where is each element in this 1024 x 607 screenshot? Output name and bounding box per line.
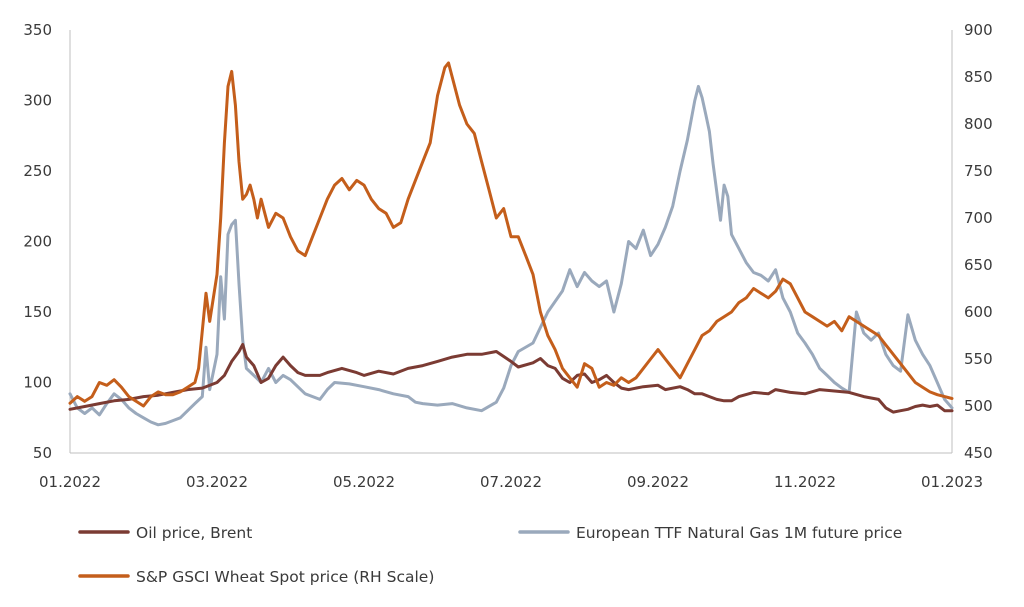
legend-label: Oil price, Brent: [136, 524, 252, 542]
left-axis-ticks: 50 100 150 200 250 300 350: [23, 21, 52, 462]
right-tick-label: 700: [964, 209, 993, 227]
x-tick-label: 03.2022: [186, 473, 248, 491]
series-line-1: [68, 84, 954, 427]
right-tick-label: 800: [964, 115, 993, 133]
left-tick-label: 250: [23, 162, 52, 180]
right-tick-label: 750: [964, 162, 993, 180]
x-tick-label: 11.2022: [774, 473, 836, 491]
right-tick-label: 550: [964, 350, 993, 368]
left-tick-label: 300: [23, 92, 52, 110]
left-tick-label: 50: [33, 444, 52, 462]
legend-label: European TTF Natural Gas 1M future price: [576, 524, 902, 542]
x-tick-label: 01.2022: [39, 473, 101, 491]
legend-label: S&P GSCI Wheat Spot price (RH Scale): [136, 568, 434, 586]
legend: Oil price, Brent European TTF Natural Gas…: [78, 524, 902, 586]
left-tick-label: 350: [23, 21, 52, 39]
x-tick-label: 05.2022: [333, 473, 395, 491]
right-tick-label: 850: [964, 68, 993, 86]
right-tick-label: 600: [964, 303, 993, 321]
series-line-0: [68, 342, 954, 414]
left-tick-label: 200: [23, 233, 52, 251]
left-tick-label: 100: [23, 374, 52, 392]
right-tick-label: 650: [964, 256, 993, 274]
x-tick-label: 07.2022: [480, 473, 542, 491]
series-line-2: [68, 61, 954, 408]
left-tick-label: 150: [23, 303, 52, 321]
series-layer: [68, 61, 954, 427]
chart-axes: [69, 30, 953, 454]
right-axis-ticks: 450 500 550 600 650 700 750 800 850 900: [964, 21, 993, 462]
right-tick-label: 900: [964, 21, 993, 39]
x-tick-label: 01.2023: [921, 473, 983, 491]
right-tick-label: 450: [964, 444, 993, 462]
right-tick-label: 500: [964, 397, 993, 415]
x-axis-ticks: 01.2022 03.2022 05.2022 07.2022 09.2022 11.20…: [39, 473, 983, 491]
x-tick-label: 09.2022: [627, 473, 689, 491]
